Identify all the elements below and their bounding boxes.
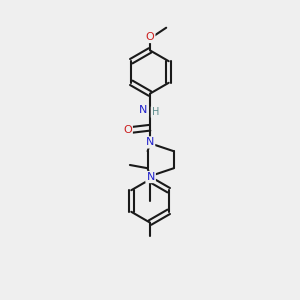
Text: N: N xyxy=(146,172,155,182)
Text: O: O xyxy=(123,125,132,135)
Text: N: N xyxy=(139,105,148,115)
Text: O: O xyxy=(146,32,154,42)
Text: H: H xyxy=(152,107,159,117)
Text: N: N xyxy=(146,137,154,147)
